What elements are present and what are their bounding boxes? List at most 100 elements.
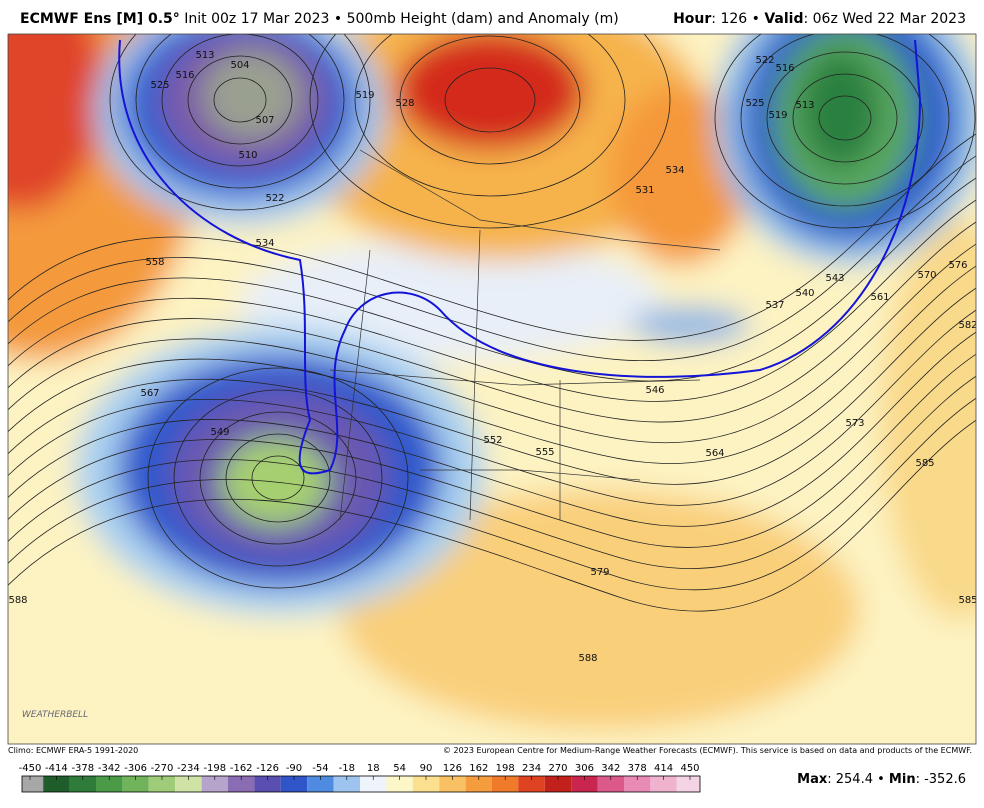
- contour-label: 534: [255, 238, 274, 249]
- colorbar-swatch: [333, 776, 360, 792]
- colorbar-tick-label: -342: [98, 763, 121, 774]
- contour-label: 522: [755, 55, 774, 66]
- contour-label: 516: [775, 63, 794, 74]
- colorbar-tick-label: 270: [548, 763, 567, 774]
- contour: [8, 309, 976, 506]
- contour: [714, 34, 976, 229]
- colorbar-swatch: [650, 776, 677, 792]
- colorbar-swatch: [676, 776, 700, 792]
- colorbar-swatch: [571, 776, 598, 792]
- colorbar-swatch: [228, 776, 255, 792]
- map-frame: [7, 33, 977, 745]
- contour: [8, 287, 976, 485]
- colorbar-tick-label: 306: [575, 763, 594, 774]
- contour: [8, 199, 976, 402]
- colorbar-swatch: [465, 776, 492, 792]
- contour-label: 519: [355, 90, 374, 101]
- colorbar-swatch: [624, 776, 651, 792]
- contour-label: 588: [578, 653, 597, 664]
- contour-label: 534: [665, 165, 684, 176]
- contour-label: 558: [145, 257, 164, 268]
- colorbar-tick-label: 90: [420, 763, 433, 774]
- contour-label: 573: [845, 418, 864, 429]
- valid-label: Valid: [764, 11, 804, 27]
- stats: Max: 254.4 • Min: -352.6: [797, 772, 966, 787]
- colorbar-tick-label: 342: [601, 763, 620, 774]
- colorbar-swatch: [175, 776, 202, 792]
- contour: [8, 265, 976, 464]
- colorbar-tick-label: -162: [230, 763, 253, 774]
- contour-label: 579: [590, 567, 609, 578]
- colorbar-tick-label: 198: [496, 763, 515, 774]
- contour-label: 516: [175, 70, 194, 81]
- contour-label: 531: [635, 185, 654, 196]
- contour: [199, 411, 357, 545]
- contour: [8, 397, 976, 591]
- contour-label: 528: [395, 98, 414, 109]
- contour: [354, 34, 626, 197]
- contour-label: 570: [917, 270, 936, 281]
- logo: WEATHERBELL: [22, 710, 88, 720]
- contour-label: 522: [265, 193, 284, 204]
- contour: [740, 34, 950, 207]
- colorbar-tick-label: -54: [312, 763, 328, 774]
- contour-label: 549: [210, 427, 229, 438]
- contour-label: 588: [8, 595, 27, 606]
- colorbar-swatch: [597, 776, 624, 792]
- contour-label: 507: [255, 115, 274, 126]
- contour: [147, 367, 409, 589]
- contour-label: 567: [140, 388, 159, 399]
- contour: [225, 433, 331, 523]
- hour-value: : 126 •: [711, 11, 760, 27]
- colorbar-tick-label: -270: [151, 763, 174, 774]
- colorbar-swatch: [122, 776, 149, 792]
- colorbar-swatch: [69, 776, 96, 792]
- colorbar-swatch: [148, 776, 176, 792]
- colorbar-swatch: [518, 776, 545, 792]
- climo: Climo: ECMWF ERA-5 1991-2020: [8, 746, 139, 755]
- contour: [8, 419, 976, 612]
- min-value: : -352.6: [915, 772, 966, 787]
- colorbar-tick-label: -90: [286, 763, 302, 774]
- contour: [399, 35, 581, 165]
- colorbar-tick-label: 234: [522, 763, 541, 774]
- contour: [135, 34, 345, 189]
- contour-label: 585: [915, 458, 934, 469]
- contour: [8, 243, 976, 444]
- colorbar-swatch: [307, 776, 334, 792]
- colorbar-tick-label: -126: [256, 763, 279, 774]
- model: ECMWF Ens [M] 0.5°: [20, 11, 180, 27]
- colorbar-swatch: [544, 776, 572, 792]
- colorbar-tick-label: 126: [443, 763, 462, 774]
- colorbar-swatch: [492, 776, 519, 792]
- colorbar-tick-label: 450: [680, 763, 699, 774]
- colorbar-swatch: [412, 776, 440, 792]
- borders: [329, 149, 721, 521]
- colorbar-swatch: [439, 776, 466, 792]
- contour: [8, 177, 976, 382]
- header-right: Hour: 126 • Valid: 06z Wed 22 Mar 2023: [673, 11, 966, 27]
- contour-label: 555: [535, 447, 554, 458]
- copyright: © 2023 European Centre for Medium-Range …: [443, 746, 972, 755]
- contour-label: 540: [795, 288, 814, 299]
- contour-label: 519: [768, 110, 787, 121]
- colorbar-swatch: [254, 776, 281, 792]
- valid-value: : 06z Wed 22 Mar 2023: [803, 11, 966, 27]
- contour: [251, 455, 305, 501]
- contour: [187, 55, 293, 145]
- contour-label: 543: [825, 273, 844, 284]
- colorbar-swatch: [360, 776, 387, 792]
- contour: [8, 331, 976, 527]
- contour: [792, 73, 898, 163]
- colorbar-tick-label: 18: [367, 763, 380, 774]
- colorbar-swatch: [280, 776, 308, 792]
- contour: [213, 77, 267, 123]
- height-contours: [8, 34, 976, 612]
- colorbar-tick-label: -450: [19, 763, 42, 774]
- contour-label: 513: [195, 50, 214, 61]
- contour: [8, 133, 976, 341]
- header-left: ECMWF Ens [M] 0.5° Init 00z 17 Mar 2023 …: [20, 11, 619, 27]
- colorbar-tick-label: 414: [654, 763, 673, 774]
- contour-label: 564: [705, 448, 724, 459]
- contour-label: 504: [230, 60, 249, 71]
